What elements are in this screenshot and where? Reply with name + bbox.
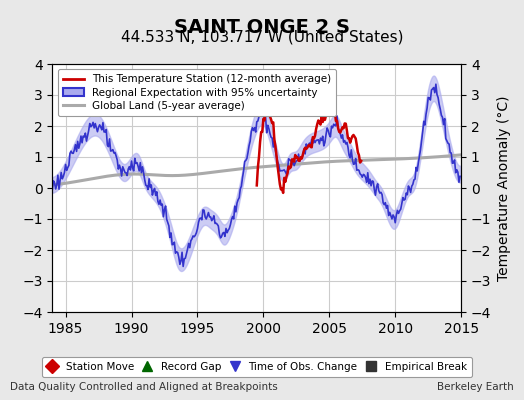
- Text: Berkeley Earth: Berkeley Earth: [437, 382, 514, 392]
- Text: SAINT ONGE 2 S: SAINT ONGE 2 S: [174, 18, 350, 37]
- Text: 44.533 N, 103.717 W (United States): 44.533 N, 103.717 W (United States): [121, 30, 403, 45]
- Y-axis label: Temperature Anomaly (°C): Temperature Anomaly (°C): [497, 95, 511, 281]
- Legend: Station Move, Record Gap, Time of Obs. Change, Empirical Break: Station Move, Record Gap, Time of Obs. C…: [42, 357, 472, 377]
- Text: Data Quality Controlled and Aligned at Breakpoints: Data Quality Controlled and Aligned at B…: [10, 382, 278, 392]
